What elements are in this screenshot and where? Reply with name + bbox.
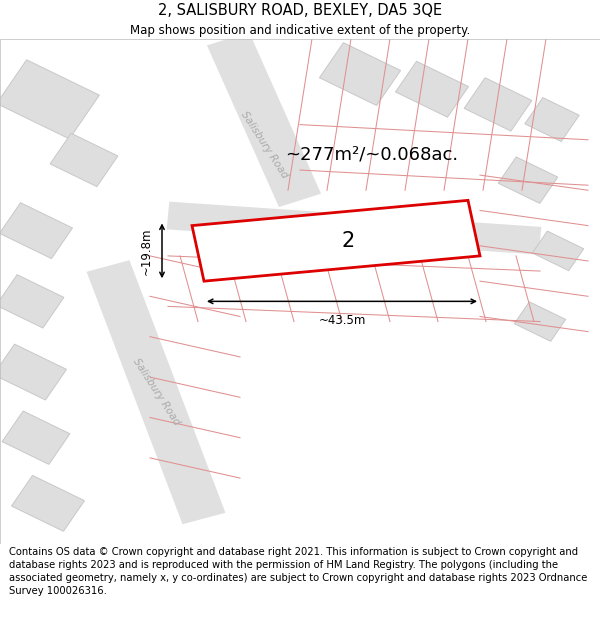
Polygon shape bbox=[50, 133, 118, 187]
Polygon shape bbox=[207, 32, 321, 207]
Polygon shape bbox=[319, 42, 401, 106]
Text: 2: 2 bbox=[341, 231, 355, 251]
Polygon shape bbox=[167, 202, 541, 254]
Text: Salisbury Road: Salisbury Road bbox=[131, 357, 181, 428]
Text: Contains OS data © Crown copyright and database right 2021. This information is : Contains OS data © Crown copyright and d… bbox=[9, 547, 587, 596]
Polygon shape bbox=[498, 157, 558, 203]
Text: Map shows position and indicative extent of the property.: Map shows position and indicative extent… bbox=[130, 24, 470, 37]
Text: Salisbury Road: Salisbury Road bbox=[239, 109, 289, 180]
Polygon shape bbox=[532, 231, 584, 271]
Text: Oxford Mews: Oxford Mews bbox=[344, 217, 412, 234]
Polygon shape bbox=[0, 344, 67, 400]
Polygon shape bbox=[11, 476, 85, 531]
Text: ~277m²/~0.068ac.: ~277m²/~0.068ac. bbox=[286, 146, 458, 164]
Polygon shape bbox=[2, 411, 70, 464]
Polygon shape bbox=[0, 60, 100, 139]
Polygon shape bbox=[514, 302, 566, 341]
Text: ~43.5m: ~43.5m bbox=[319, 314, 365, 327]
Polygon shape bbox=[192, 201, 480, 281]
Polygon shape bbox=[525, 98, 579, 141]
Polygon shape bbox=[86, 260, 226, 524]
Polygon shape bbox=[0, 274, 64, 328]
Text: ~19.8m: ~19.8m bbox=[140, 227, 153, 274]
Polygon shape bbox=[464, 78, 532, 131]
Polygon shape bbox=[0, 202, 73, 259]
Text: 2, SALISBURY ROAD, BEXLEY, DA5 3QE: 2, SALISBURY ROAD, BEXLEY, DA5 3QE bbox=[158, 3, 442, 18]
Polygon shape bbox=[395, 61, 469, 117]
